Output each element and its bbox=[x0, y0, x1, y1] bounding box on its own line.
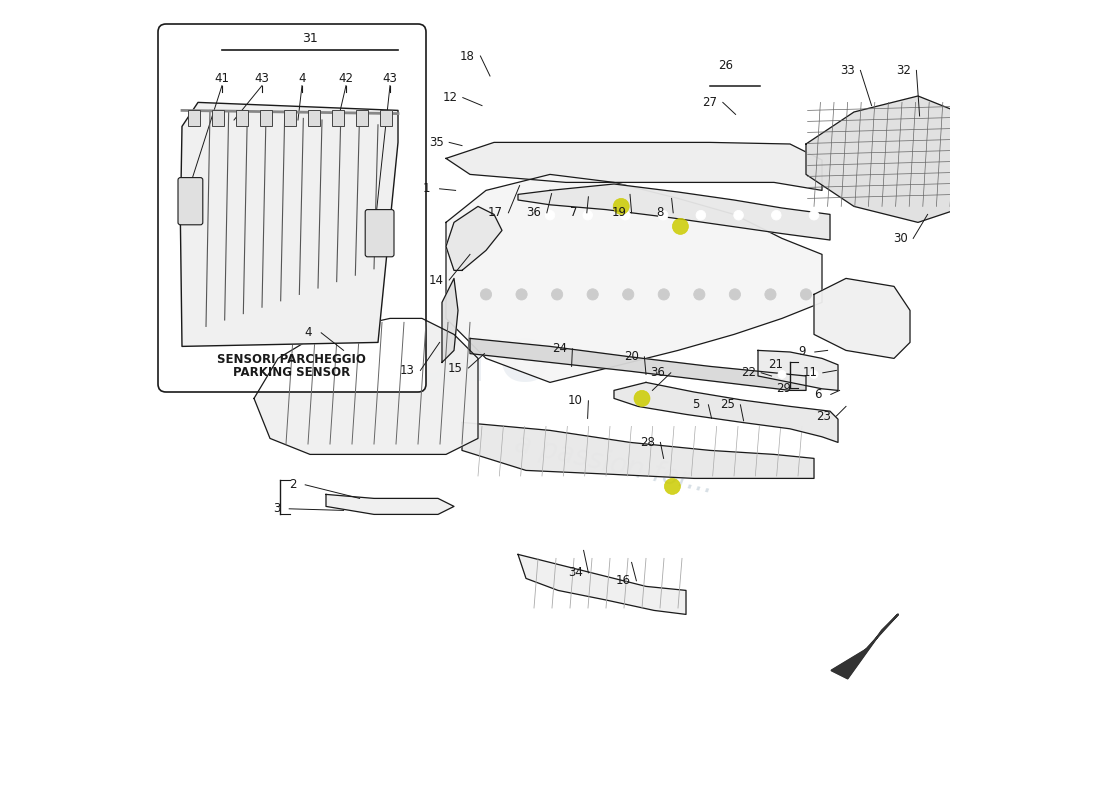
Text: 15: 15 bbox=[448, 362, 463, 374]
Polygon shape bbox=[814, 278, 910, 358]
Text: 29: 29 bbox=[777, 382, 791, 395]
Circle shape bbox=[801, 289, 812, 300]
Polygon shape bbox=[442, 278, 458, 362]
Bar bbox=[260, 110, 273, 126]
Bar bbox=[308, 110, 320, 126]
Polygon shape bbox=[518, 554, 686, 614]
Text: 30: 30 bbox=[893, 232, 907, 245]
Bar bbox=[379, 110, 393, 126]
Text: 4: 4 bbox=[305, 326, 312, 339]
Text: 16: 16 bbox=[616, 574, 631, 587]
Text: 4: 4 bbox=[298, 72, 306, 85]
Circle shape bbox=[778, 370, 786, 378]
Text: 34: 34 bbox=[569, 566, 583, 579]
Text: PARKING SENSOR: PARKING SENSOR bbox=[233, 366, 350, 379]
Polygon shape bbox=[806, 96, 966, 222]
Text: 43: 43 bbox=[383, 72, 397, 85]
Circle shape bbox=[587, 289, 598, 300]
Polygon shape bbox=[446, 206, 502, 270]
Text: euro: euro bbox=[355, 323, 552, 397]
Text: 31: 31 bbox=[302, 32, 318, 45]
Text: 32: 32 bbox=[896, 64, 911, 77]
Polygon shape bbox=[614, 382, 838, 442]
Text: 13: 13 bbox=[400, 364, 415, 377]
Bar bbox=[331, 110, 344, 126]
Text: 21: 21 bbox=[768, 358, 783, 371]
Polygon shape bbox=[446, 142, 822, 190]
Text: 12: 12 bbox=[442, 91, 458, 104]
Text: 18: 18 bbox=[460, 50, 475, 62]
Text: 41: 41 bbox=[214, 72, 230, 85]
Text: 8: 8 bbox=[657, 206, 664, 219]
Circle shape bbox=[658, 289, 670, 300]
Text: 1: 1 bbox=[424, 182, 430, 195]
Circle shape bbox=[696, 210, 706, 220]
Circle shape bbox=[481, 289, 492, 300]
Polygon shape bbox=[254, 318, 478, 454]
Text: 42: 42 bbox=[339, 72, 353, 85]
Text: 2: 2 bbox=[288, 478, 296, 491]
Circle shape bbox=[810, 370, 818, 378]
Text: 36: 36 bbox=[650, 366, 666, 379]
Text: 19: 19 bbox=[612, 206, 626, 219]
Circle shape bbox=[810, 210, 818, 220]
Circle shape bbox=[623, 289, 634, 300]
Circle shape bbox=[694, 289, 705, 300]
Text: 28: 28 bbox=[640, 436, 654, 449]
Polygon shape bbox=[832, 614, 898, 678]
Bar bbox=[355, 110, 368, 126]
Circle shape bbox=[664, 478, 681, 494]
Text: 43: 43 bbox=[254, 72, 270, 85]
Text: 23: 23 bbox=[816, 410, 831, 422]
Text: 24: 24 bbox=[552, 342, 568, 355]
Circle shape bbox=[620, 210, 630, 220]
FancyBboxPatch shape bbox=[178, 178, 202, 225]
Text: 22: 22 bbox=[741, 366, 756, 379]
Circle shape bbox=[613, 198, 629, 214]
Polygon shape bbox=[470, 338, 806, 390]
Text: 10: 10 bbox=[569, 394, 583, 407]
Circle shape bbox=[764, 289, 776, 300]
Polygon shape bbox=[462, 422, 814, 478]
Text: 25: 25 bbox=[720, 398, 735, 411]
Polygon shape bbox=[326, 494, 454, 514]
Text: 6: 6 bbox=[814, 388, 822, 401]
Text: 3: 3 bbox=[273, 502, 280, 515]
Bar bbox=[188, 110, 200, 126]
Circle shape bbox=[734, 210, 744, 220]
Polygon shape bbox=[518, 184, 830, 240]
Text: 20: 20 bbox=[624, 350, 639, 363]
Text: 5: 5 bbox=[692, 398, 700, 411]
Circle shape bbox=[551, 289, 563, 300]
Text: 11: 11 bbox=[803, 366, 817, 379]
Text: 33: 33 bbox=[840, 64, 855, 77]
Polygon shape bbox=[446, 174, 822, 382]
Circle shape bbox=[658, 210, 668, 220]
Text: SENSORI PARCHEGGIO: SENSORI PARCHEGGIO bbox=[217, 354, 366, 366]
Text: 14: 14 bbox=[429, 274, 444, 286]
Bar bbox=[211, 110, 224, 126]
FancyBboxPatch shape bbox=[365, 210, 394, 257]
Text: 36: 36 bbox=[527, 206, 541, 219]
FancyBboxPatch shape bbox=[158, 24, 426, 392]
Circle shape bbox=[771, 210, 781, 220]
Circle shape bbox=[583, 210, 593, 220]
Polygon shape bbox=[758, 350, 838, 390]
Circle shape bbox=[516, 289, 527, 300]
Text: 35: 35 bbox=[429, 136, 443, 149]
Polygon shape bbox=[180, 102, 398, 346]
Circle shape bbox=[729, 289, 740, 300]
Text: 7: 7 bbox=[570, 206, 578, 219]
Text: 9: 9 bbox=[799, 346, 805, 358]
Circle shape bbox=[546, 210, 554, 220]
Text: 26: 26 bbox=[718, 59, 734, 72]
Bar bbox=[284, 110, 296, 126]
Text: 17: 17 bbox=[488, 206, 503, 219]
Bar bbox=[235, 110, 249, 126]
Circle shape bbox=[634, 390, 650, 406]
Circle shape bbox=[672, 218, 689, 234]
Text: a passion for...: a passion for... bbox=[512, 430, 716, 498]
Text: 27: 27 bbox=[703, 96, 717, 109]
